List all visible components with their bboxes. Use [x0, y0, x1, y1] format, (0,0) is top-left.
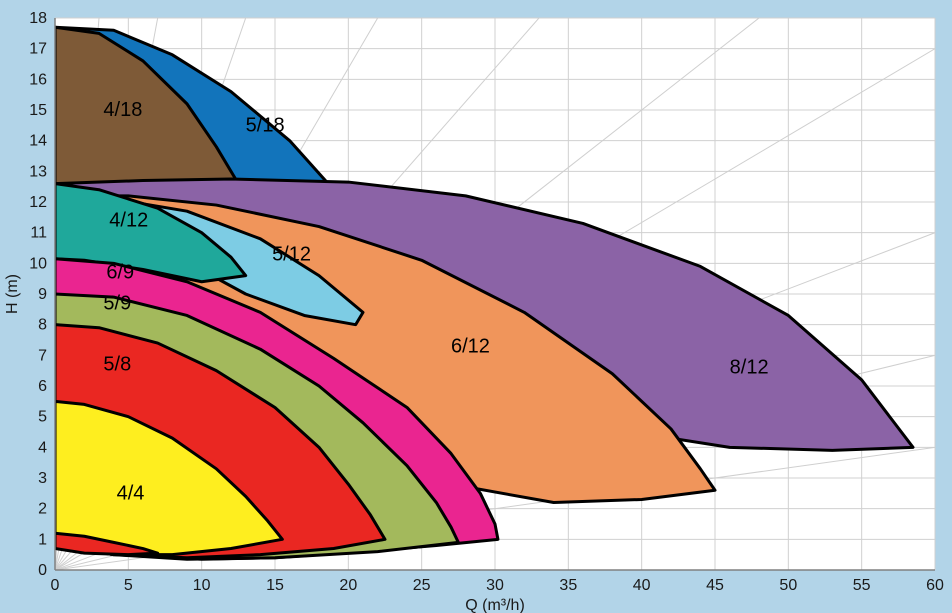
y-tick: 9: [38, 286, 47, 303]
x-tick: 35: [559, 577, 577, 594]
x-tick: 20: [339, 577, 357, 594]
x-tick: 10: [193, 577, 211, 594]
pump-chart: 5/184/188/126/125/124/126/95/95/84/40510…: [0, 0, 952, 613]
y-axis-title: H (m): [4, 274, 21, 314]
y-tick: 17: [29, 41, 47, 58]
x-tick: 60: [926, 577, 944, 594]
chart-svg: 5/184/188/126/125/124/126/95/95/84/40510…: [0, 0, 952, 613]
x-tick: 55: [853, 577, 871, 594]
y-tick: 1: [38, 531, 47, 548]
y-tick: 0: [38, 562, 47, 579]
x-tick: 5: [124, 577, 133, 594]
region-label-r-5-18: 5/18: [246, 114, 285, 136]
y-tick: 15: [29, 102, 47, 119]
y-tick: 2: [38, 501, 47, 518]
x-tick: 50: [779, 577, 797, 594]
region-label-r-4-12: 4/12: [109, 210, 148, 232]
region-label-r-5-12: 5/12: [272, 243, 311, 265]
y-tick: 7: [38, 347, 47, 364]
region-label-r-6-9: 6/9: [106, 262, 134, 284]
x-tick: 25: [413, 577, 431, 594]
region-label-r-8-12: 8/12: [730, 357, 769, 379]
x-axis-title: Q (m³/h): [465, 597, 525, 613]
y-tick: 3: [38, 470, 47, 487]
region-label-r-6-12: 6/12: [451, 335, 490, 357]
y-tick: 13: [29, 163, 47, 180]
x-tick: 30: [486, 577, 504, 594]
region-label-r-4-18: 4/18: [103, 99, 142, 121]
y-tick: 4: [38, 439, 47, 456]
x-tick: 15: [266, 577, 284, 594]
x-tick: 45: [706, 577, 724, 594]
y-tick: 11: [30, 225, 47, 242]
region-label-r-4-4: 4/4: [117, 482, 145, 504]
y-tick: 16: [29, 71, 47, 88]
y-tick: 6: [38, 378, 47, 395]
region-label-r-5-8: 5/8: [103, 354, 131, 376]
y-tick: 12: [29, 194, 47, 211]
x-tick: 40: [633, 577, 651, 594]
y-tick: 10: [29, 255, 47, 272]
y-tick: 5: [38, 409, 47, 426]
y-tick: 14: [29, 133, 47, 150]
y-tick: 8: [38, 317, 47, 334]
x-tick: 0: [51, 577, 60, 594]
region-label-r-5-9: 5/9: [103, 292, 131, 314]
y-tick: 18: [29, 10, 47, 27]
